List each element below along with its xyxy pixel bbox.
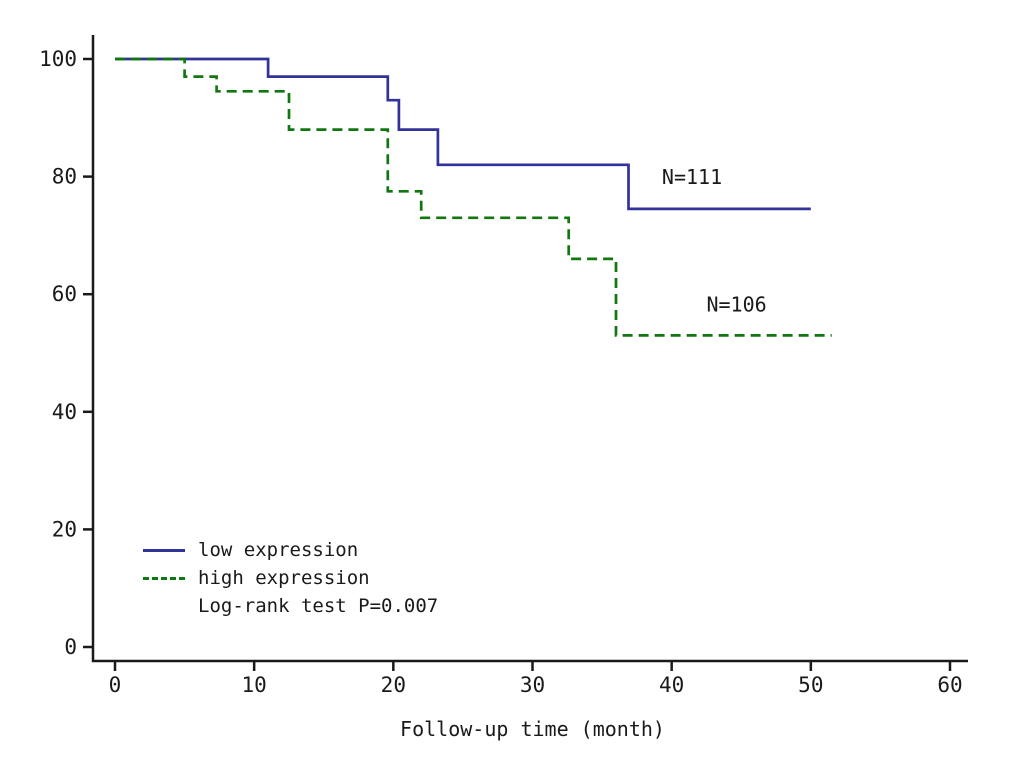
y-tick-label-60: 60 bbox=[52, 282, 77, 306]
y-tick-label-20: 20 bbox=[52, 517, 77, 541]
y-tick-label-40: 40 bbox=[52, 400, 77, 424]
annotation-n-111: N=111 bbox=[662, 165, 722, 189]
y-tick-label-80: 80 bbox=[52, 165, 77, 189]
y-tick-label-100: 100 bbox=[39, 47, 77, 71]
x-tick-label-10: 10 bbox=[242, 673, 267, 697]
x-tick-label-60: 60 bbox=[937, 673, 962, 697]
legend-label-high-expression: high expression bbox=[198, 567, 370, 589]
logrank-test-label: Log-rank test P=0.007 bbox=[198, 595, 439, 617]
x-tick-label-0: 0 bbox=[109, 673, 122, 697]
high-expression-line-swatch bbox=[143, 576, 185, 580]
curve-low-expression bbox=[115, 57, 811, 211]
legend-item-high-expression: high expression bbox=[143, 564, 438, 592]
curve-high-expression bbox=[115, 57, 832, 337]
annotation-n-106: N=106 bbox=[706, 292, 766, 316]
x-axis-title: Follow-up time (month) bbox=[400, 717, 665, 741]
legend-label-low-expression: low expression bbox=[198, 539, 359, 561]
legend-item-low-expression: low expression bbox=[143, 536, 438, 564]
low-expression-line-swatch bbox=[143, 548, 185, 552]
logrank-test-result: Log-rank test P=0.007 bbox=[198, 592, 438, 620]
y-tick-label-0: 0 bbox=[64, 635, 77, 659]
axis-spine bbox=[91, 35, 968, 663]
x-tick-label-40: 40 bbox=[659, 673, 684, 697]
x-tick-label-50: 50 bbox=[798, 673, 823, 697]
legend: low expression high expression Log-rank … bbox=[143, 536, 438, 620]
x-tick-label-30: 30 bbox=[520, 673, 545, 697]
x-tick-label-20: 20 bbox=[381, 673, 406, 697]
